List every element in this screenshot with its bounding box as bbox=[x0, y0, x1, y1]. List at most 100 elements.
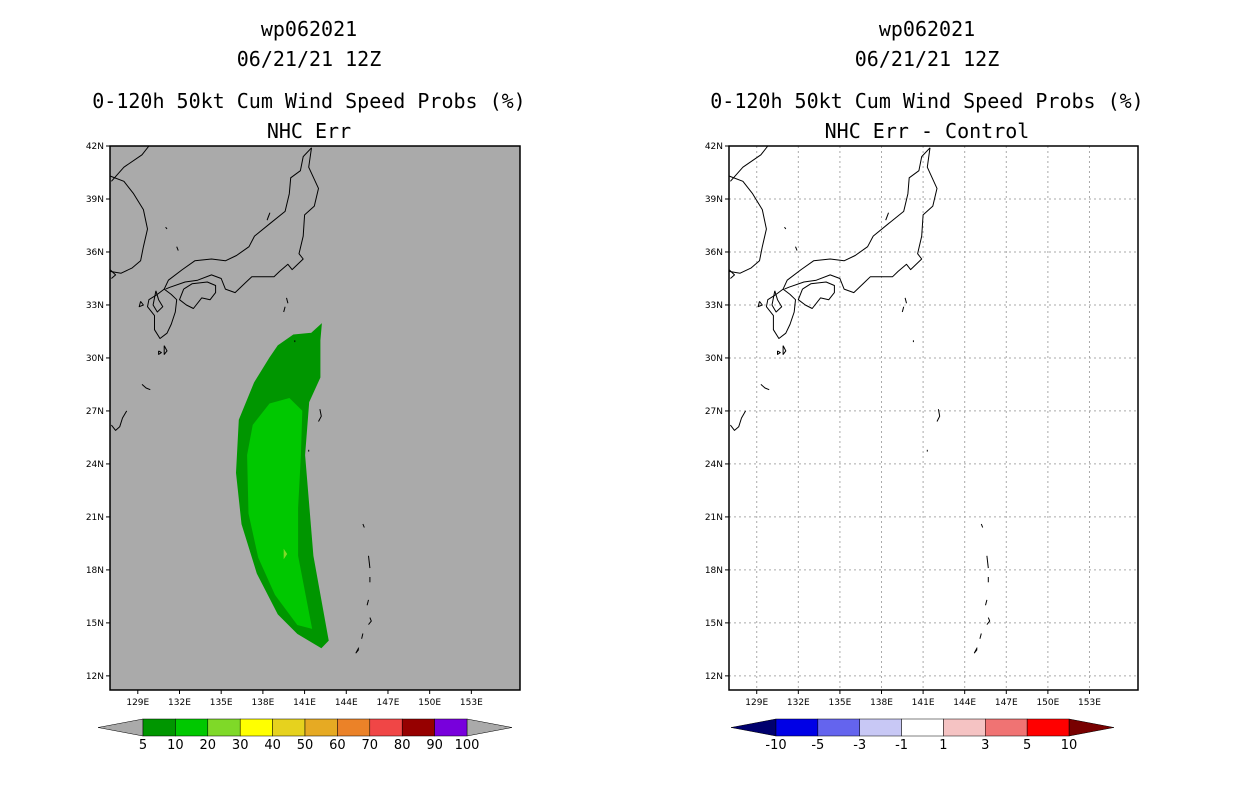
y-tick-label: 15N bbox=[86, 619, 104, 629]
chart-title-line: 0-120h 50kt Cum Wind Speed Probs (%) bbox=[710, 89, 1143, 113]
coastline bbox=[179, 281, 217, 309]
y-tick-label: 12N bbox=[705, 672, 723, 682]
colorbar-label: -10 bbox=[765, 738, 786, 753]
colorbar-label: 30 bbox=[232, 738, 249, 753]
colorbar: 5 10 20 30 40 50 60 70 80 90 100 bbox=[97, 718, 513, 753]
map-frame bbox=[728, 145, 1139, 691]
colorbar-label: 80 bbox=[394, 738, 411, 753]
y-tick-label: 33N bbox=[705, 301, 723, 311]
colorbar-swatch bbox=[817, 718, 860, 737]
colorbar-swatch bbox=[943, 718, 986, 737]
colorbar-swatch bbox=[985, 718, 1028, 737]
coastline bbox=[362, 523, 365, 528]
colorbar-label: 50 bbox=[297, 738, 314, 753]
colorbar-label: 3 bbox=[981, 738, 989, 753]
x-tick-label: 147E bbox=[377, 698, 400, 708]
y-tick-label: 36N bbox=[705, 248, 723, 258]
coastline bbox=[111, 410, 128, 431]
coastline bbox=[985, 599, 988, 606]
coastline bbox=[728, 269, 735, 279]
coastline bbox=[901, 306, 905, 313]
colorbar-swatch bbox=[369, 718, 403, 737]
coastline bbox=[730, 410, 747, 431]
x-tick-label: 144E bbox=[953, 698, 976, 708]
coastline bbox=[760, 384, 770, 391]
x-tick-label: 135E bbox=[210, 698, 233, 708]
x-tick-label: 144E bbox=[335, 698, 358, 708]
coastline bbox=[784, 226, 787, 230]
y-tick-label: 12N bbox=[86, 672, 104, 682]
y-tick-label: 30N bbox=[705, 354, 723, 364]
coastline bbox=[368, 555, 371, 569]
x-tick-label: 147E bbox=[995, 698, 1018, 708]
colorbar-label: -3 bbox=[853, 738, 866, 753]
left-chart: wp062021 06/21/21 12Z 0-120h 50kt Cum Wind… bbox=[86, 17, 526, 753]
x-tick-label: 141E bbox=[293, 698, 316, 708]
coastline bbox=[361, 633, 364, 639]
colorbar-label: 20 bbox=[200, 738, 217, 753]
y-tick-label: 36N bbox=[86, 248, 104, 258]
x-tick-label: 153E bbox=[460, 698, 483, 708]
coastlines bbox=[728, 145, 991, 654]
colorbar-under-arrow bbox=[730, 718, 777, 737]
coastline bbox=[797, 281, 835, 309]
y-tick-label: 30N bbox=[86, 354, 104, 364]
coastline bbox=[885, 212, 889, 221]
coastline bbox=[980, 523, 984, 528]
y-tick-label: 18N bbox=[705, 566, 723, 576]
chart-title-line: 0-120h 50kt Cum Wind Speed Probs (%) bbox=[92, 89, 525, 113]
coastline bbox=[152, 290, 164, 313]
coastline bbox=[730, 145, 769, 182]
coastline bbox=[973, 647, 978, 654]
colorbar-label: 10 bbox=[167, 738, 184, 753]
coastline bbox=[158, 350, 162, 355]
colorbar-swatch bbox=[142, 718, 176, 737]
y-tick-label: 21N bbox=[86, 513, 104, 523]
colorbar-swatch bbox=[775, 718, 819, 737]
colorbar-swatch bbox=[304, 718, 338, 737]
colorbar-swatch bbox=[272, 718, 306, 737]
y-tick-label: 24N bbox=[86, 460, 104, 470]
coastline bbox=[728, 175, 767, 274]
x-tick-label: 150E bbox=[1036, 698, 1059, 708]
coastline bbox=[904, 297, 907, 304]
coastline bbox=[986, 617, 991, 625]
x-tick-label: 138E bbox=[251, 698, 274, 708]
x-tick-label: 132E bbox=[787, 698, 810, 708]
y-tick-label: 27N bbox=[705, 407, 723, 417]
coastline bbox=[782, 345, 787, 355]
colorbar-swatch bbox=[175, 718, 209, 737]
x-tick-label: 150E bbox=[418, 698, 441, 708]
y-tick-label: 42N bbox=[705, 142, 723, 152]
coastline bbox=[163, 345, 168, 355]
x-tick-label: 141E bbox=[912, 698, 935, 708]
x-tick-label: 153E bbox=[1078, 698, 1101, 708]
coastline bbox=[163, 147, 312, 290]
coastline bbox=[795, 246, 798, 251]
colorbar-label: 5 bbox=[1023, 738, 1031, 753]
chart-title-line: NHC Err bbox=[267, 119, 351, 143]
x-tick-label: 135E bbox=[828, 698, 851, 708]
coastline bbox=[141, 384, 151, 391]
coastline bbox=[936, 409, 941, 422]
colorbar-swatch bbox=[337, 718, 371, 737]
colorbar-label: 90 bbox=[426, 738, 443, 753]
coastline bbox=[318, 409, 322, 422]
coastline bbox=[286, 297, 289, 304]
coastline bbox=[355, 647, 360, 654]
y-tick-label: 27N bbox=[86, 407, 104, 417]
x-tick-label: 129E bbox=[745, 698, 768, 708]
coastline bbox=[266, 212, 271, 221]
gridlines bbox=[729, 145, 1138, 690]
map-background bbox=[729, 146, 1138, 690]
coastline bbox=[782, 147, 931, 290]
y-tick-label: 24N bbox=[705, 460, 723, 470]
chart-title-line: 06/21/21 12Z bbox=[237, 47, 382, 71]
colorbar-swatch bbox=[1026, 718, 1070, 737]
colorbar-label: -1 bbox=[895, 738, 908, 753]
colorbar-label: 1 bbox=[939, 738, 947, 753]
coastline bbox=[176, 246, 179, 251]
probability-spot bbox=[283, 548, 288, 560]
colorbar-over-arrow bbox=[466, 718, 513, 737]
